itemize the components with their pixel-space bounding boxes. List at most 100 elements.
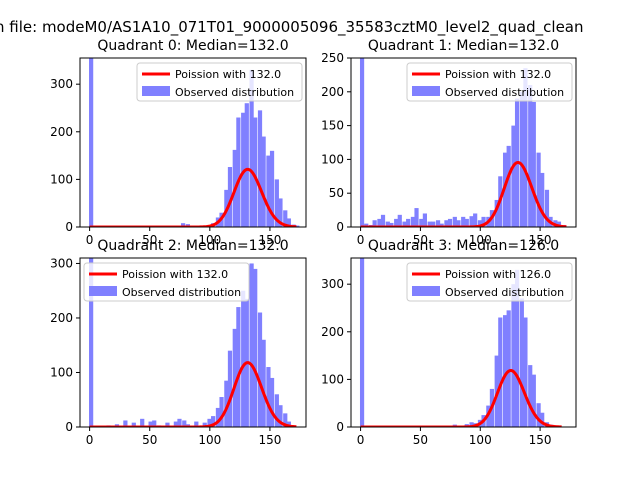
histogram-bar [269, 377, 275, 427]
histogram-bar [165, 422, 170, 427]
histogram-bar [89, 58, 94, 227]
histogram-bar [544, 189, 550, 227]
x-tick-label: 100 [469, 433, 492, 447]
legend-bar-swatch [142, 86, 170, 96]
legend-bar-label: Observed distribution [122, 286, 241, 299]
histogram-bar [295, 225, 300, 227]
histogram-bar [372, 220, 377, 227]
legend-bar-label: Observed distribution [445, 286, 564, 299]
histogram-bar [494, 199, 499, 227]
histogram-bar [253, 117, 258, 227]
plot-area [359, 258, 562, 427]
histogram-bar [148, 421, 153, 427]
histogram-bar [182, 420, 187, 427]
histogram-bar [464, 218, 469, 227]
histogram-bar [241, 112, 246, 227]
histogram-bar [528, 365, 533, 427]
histogram-bar [444, 220, 449, 227]
histogram-bar [89, 258, 94, 427]
histogram-bar [452, 216, 457, 227]
histogram-bar [531, 374, 536, 427]
histogram-bar [540, 412, 545, 427]
y-tick-label: 200 [50, 125, 73, 139]
histogram-bar [502, 315, 508, 427]
legend-bar-swatch [89, 286, 117, 296]
histogram-bar [177, 418, 182, 427]
histogram-bar [283, 210, 288, 227]
histogram-bar [498, 317, 503, 427]
x-tick-label: 150 [529, 233, 552, 247]
x-tick-label: 50 [413, 433, 428, 447]
y-tick-label: 100 [50, 172, 73, 186]
histogram-bar [422, 213, 427, 227]
y-tick-label: 300 [321, 277, 344, 291]
x-tick-label: 150 [529, 433, 552, 447]
histogram-bar [215, 407, 221, 427]
histogram-bar [406, 218, 411, 227]
axes-frame [79, 257, 307, 428]
panel-title: Quadrant 0: Median=132.0 [97, 38, 288, 54]
histogram-bar [414, 208, 419, 227]
histogram-bar [519, 298, 524, 427]
x-tick-label: 150 [258, 233, 281, 247]
histogram-bar [274, 179, 279, 227]
histogram-bar [456, 220, 461, 227]
histogram-bar [283, 413, 288, 427]
histogram-bar [473, 213, 478, 227]
plot-area [89, 258, 297, 427]
histogram-bar [556, 221, 562, 227]
histogram-bar [427, 221, 432, 227]
histogram-bar [511, 125, 516, 227]
histogram-bar [506, 310, 511, 427]
histogram-bar [211, 416, 216, 427]
histogram-bar [244, 103, 249, 227]
histogram-bar [180, 223, 186, 227]
histogram-bar [249, 69, 254, 227]
panel-title: Quadrant 3: Median=126.0 [368, 238, 559, 254]
histogram-bar [232, 328, 237, 427]
legend-box [406, 62, 573, 102]
histogram-bar [469, 216, 474, 227]
histogram-bar [194, 421, 199, 427]
histogram-bar [278, 405, 283, 427]
histogram-bar [531, 101, 536, 227]
y-tick-label: 0 [336, 420, 344, 434]
histogram-bar [236, 307, 241, 427]
histogram-bar [261, 339, 266, 427]
histogram-bar [461, 216, 466, 227]
legend: Poission with 132.0 Observed distribution [406, 62, 573, 102]
histogram-bar [519, 91, 524, 227]
panel-quadrant-2: 0 50 100 150 0 100 200 300 Quadrant 2: Median=13… [50, 238, 307, 447]
histogram-bar [207, 418, 212, 427]
histogram-bar [266, 155, 271, 227]
legend-line-label: Poission with 126.0 [445, 268, 551, 281]
x-tick-label: 0 [357, 433, 365, 447]
histogram-bar [224, 380, 229, 427]
histogram-bar [269, 150, 275, 227]
y-tick-label: 300 [50, 77, 73, 91]
y-tick-label: 200 [50, 311, 73, 325]
axes-frame [79, 57, 307, 228]
legend-bar-label: Observed distribution [175, 86, 294, 99]
y-tick-label: 0 [65, 420, 73, 434]
histogram-bar [536, 152, 541, 227]
y-tick-label: 300 [50, 256, 73, 270]
histogram-bar [402, 221, 407, 227]
panel-title: Quadrant 1: Median=132.0 [368, 38, 559, 54]
histogram-bar [385, 221, 390, 227]
x-tick-label: 0 [86, 233, 94, 247]
legend: Poission with 132.0 Observed distribution [83, 262, 250, 302]
histogram-bar [257, 110, 263, 227]
legend: Poission with 132.0 Observed distribution [136, 62, 303, 102]
histogram-bar [419, 218, 424, 227]
histogram-bar [380, 214, 386, 227]
legend-bar-swatch [412, 86, 440, 96]
y-tick-label: 200 [321, 325, 344, 339]
x-tick-label: 100 [469, 233, 492, 247]
x-tick-label: 100 [198, 433, 221, 447]
x-tick-label: 50 [142, 233, 157, 247]
histogram-bar [523, 68, 528, 227]
x-tick-label: 150 [258, 433, 281, 447]
y-tick-label: 0 [336, 220, 344, 234]
